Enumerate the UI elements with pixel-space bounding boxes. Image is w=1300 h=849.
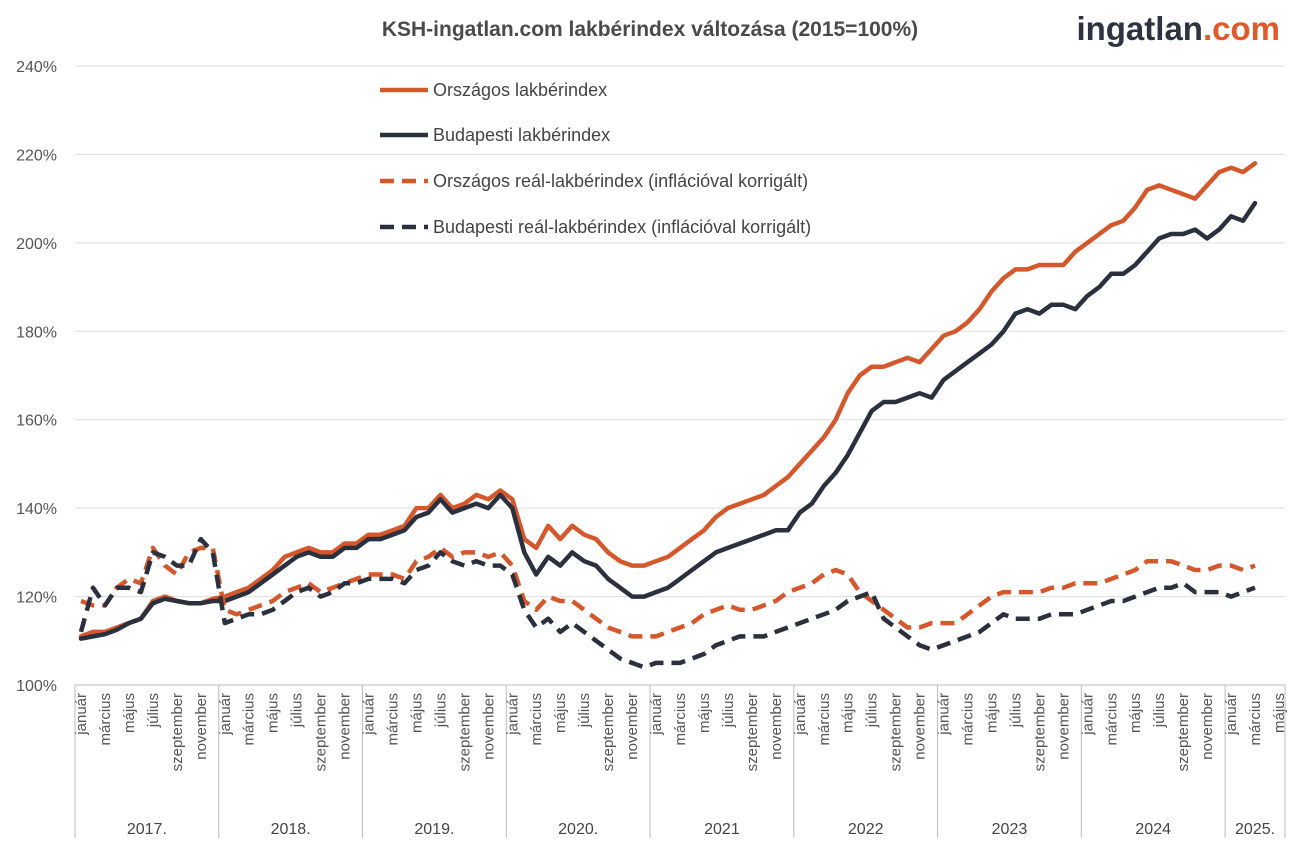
x-month-label: március (384, 693, 401, 746)
x-month-label: július (1007, 693, 1024, 728)
x-year-label: 2025. (1235, 821, 1275, 838)
legend-label: Budapesti reál-lakbérindex (inflációval … (433, 217, 811, 237)
logo-accent-text: .com (1203, 10, 1280, 47)
series-line-4 (78, 536, 1256, 670)
x-month-label: január (936, 693, 953, 736)
y-tick-label: 140% (16, 501, 57, 518)
x-month-label: május (552, 693, 569, 733)
series-line-1 (78, 161, 1258, 639)
svg-text:ingatlan.com: ingatlan.com (1076, 10, 1280, 47)
x-month-label: november (193, 693, 210, 760)
x-month-label: november (1055, 693, 1072, 760)
y-tick-label: 180% (16, 324, 57, 341)
x-month-label: július (576, 693, 593, 728)
x-month-label: november (337, 693, 354, 760)
series-line-3 (80, 545, 1256, 639)
x-month-label: március (241, 693, 258, 746)
x-month-label: március (97, 693, 114, 746)
x-month-label: január (792, 693, 809, 736)
x-year-label: 2019. (414, 821, 454, 838)
x-month-label: január (1223, 693, 1240, 736)
x-month-label: szeptember (313, 693, 330, 771)
x-month-label: március (1103, 693, 1120, 746)
x-month-label: március (816, 693, 833, 746)
x-month-label: január (217, 693, 234, 736)
x-month-label: szeptember (744, 693, 761, 771)
y-tick-label: 200% (16, 236, 57, 253)
x-month-label: július (1151, 693, 1168, 728)
y-axis: 100% 120% 140% 160% 180% 200% 220% 240% (16, 59, 57, 695)
x-month-label: május (983, 693, 1000, 733)
y-gridlines (75, 65, 1285, 686)
x-month-label: január (73, 693, 90, 736)
x-month-label: május (1127, 693, 1144, 733)
x-year-label: 2021 (704, 821, 740, 838)
x-month-label: március (960, 693, 977, 746)
x-month-label: július (864, 693, 881, 728)
x-month-label: május (696, 693, 713, 733)
legend-label: Budapesti lakbérindex (433, 125, 610, 145)
x-month-label: november (768, 693, 785, 760)
x-month-label: november (624, 693, 641, 760)
y-tick-label: 240% (16, 59, 57, 76)
x-month-label: július (432, 693, 449, 728)
x-month-label: július (145, 693, 162, 728)
y-tick-label: 120% (16, 590, 57, 607)
x-month-label: szeptember (1175, 693, 1192, 771)
series-lines (78, 161, 1258, 670)
x-year-label: 2023 (992, 821, 1028, 838)
x-month-label: május (840, 693, 857, 733)
y-tick-label: 160% (16, 413, 57, 430)
x-month-label: május (121, 693, 138, 733)
chart-title: KSH-ingatlan.com lakbérindex változása (… (382, 18, 918, 41)
x-month-label: szeptember (169, 693, 186, 771)
x-month-label: március (528, 693, 545, 746)
x-month-label: november (912, 693, 929, 760)
legend-label: Országos lakbérindex (433, 80, 607, 100)
x-month-label: január (648, 693, 665, 736)
x-year-label: 2018. (271, 821, 311, 838)
x-month-label: május (408, 693, 425, 733)
series-line-2 (78, 200, 1258, 641)
x-axis: január március május július szeptember novemb… (73, 684, 1288, 838)
x-month-label: március (1247, 693, 1264, 746)
x-month-label: szeptember (600, 693, 617, 771)
legend: Országos lakbérindex Budapesti lakbérinde… (380, 80, 811, 237)
x-month-label: november (480, 693, 497, 760)
x-month-label: november (1199, 693, 1216, 760)
x-month-label: szeptember (1031, 693, 1048, 771)
x-month-label: szeptember (456, 693, 473, 771)
x-month-label: január (361, 693, 378, 736)
logo-main-text: ingatlan (1076, 10, 1203, 47)
legend-label: Országos reál-lakbérindex (inflációval k… (433, 171, 808, 191)
x-month-label: július (720, 693, 737, 728)
x-month-label: május (1271, 693, 1288, 733)
brand-logo: ingatlan.com (1076, 10, 1280, 47)
x-year-label: 2020. (558, 821, 598, 838)
x-month-label: július (289, 693, 306, 728)
x-month-label: január (504, 693, 521, 736)
x-month-label: szeptember (888, 693, 905, 771)
x-year-label: 2017. (127, 821, 167, 838)
x-year-label: 2024 (1135, 821, 1171, 838)
x-year-label: 2022 (848, 821, 884, 838)
x-month-label: március (672, 693, 689, 746)
y-tick-label: 100% (16, 678, 57, 695)
x-month-label: május (265, 693, 282, 733)
y-tick-label: 220% (16, 147, 57, 164)
x-month-label: január (1079, 693, 1096, 736)
